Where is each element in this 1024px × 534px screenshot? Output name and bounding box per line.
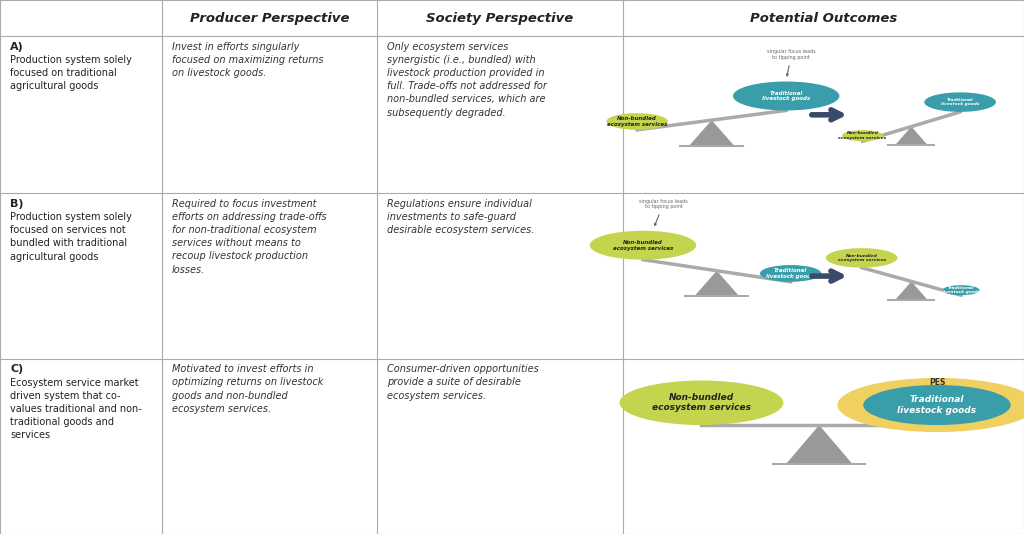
Text: Regulations ensure individual
investments to safe-guard
desirable ecosystem serv: Regulations ensure individual investment… [387, 199, 535, 235]
Text: Production system solely
focused on traditional
agricultural goods: Production system solely focused on trad… [10, 55, 132, 91]
Text: Non-bundled
ecosystem services: Non-bundled ecosystem services [839, 131, 887, 140]
Polygon shape [786, 425, 852, 464]
Text: Consumer-driven opportunities
provide a suite of desirable
ecosystem services.: Consumer-driven opportunities provide a … [387, 364, 539, 400]
Polygon shape [895, 127, 928, 145]
Text: B): B) [10, 199, 24, 209]
Ellipse shape [925, 92, 996, 112]
Text: C): C) [10, 364, 24, 374]
Polygon shape [689, 120, 734, 146]
Polygon shape [895, 281, 928, 300]
Text: Society Perspective: Society Perspective [426, 12, 573, 25]
Text: singular focus leads
to tipping point: singular focus leads to tipping point [767, 49, 816, 76]
Text: Non-bundled
ecosystem services: Non-bundled ecosystem services [607, 116, 668, 127]
Text: Invest in efforts singularly
focused on maximizing returns
on livestock goods.: Invest in efforts singularly focused on … [172, 42, 324, 78]
Text: PES: PES [929, 378, 945, 387]
Ellipse shape [733, 82, 840, 111]
Text: A): A) [10, 42, 24, 52]
Ellipse shape [943, 285, 980, 295]
Text: Non-bundled
ecosystem services: Non-bundled ecosystem services [612, 240, 673, 250]
Text: Traditional
livestock goods: Traditional livestock goods [897, 395, 977, 415]
Text: Traditional
livestock goods: Traditional livestock goods [762, 91, 810, 101]
Ellipse shape [838, 378, 1024, 432]
Ellipse shape [760, 265, 821, 282]
Polygon shape [694, 271, 739, 296]
Ellipse shape [863, 385, 1011, 425]
Text: Traditional
livestock goods: Traditional livestock goods [941, 98, 979, 106]
Text: Production system solely
focused on services not
bundled with traditional
agricu: Production system solely focused on serv… [10, 212, 132, 262]
Ellipse shape [620, 381, 783, 425]
Text: Required to focus investment
efforts on addressing trade-offs
for non-traditiona: Required to focus investment efforts on … [172, 199, 327, 274]
Text: Traditional
livestock goods: Traditional livestock goods [942, 286, 980, 294]
Text: Potential Outcomes: Potential Outcomes [750, 12, 897, 25]
Text: Only ecosystem services
synergistic (i.e., bundled) with
livestock production pr: Only ecosystem services synergistic (i.e… [387, 42, 547, 117]
Ellipse shape [606, 113, 668, 130]
Text: Motivated to invest efforts in
optimizing returns on livestock
goods and non-bun: Motivated to invest efforts in optimizin… [172, 364, 324, 414]
Text: Non-bundled
ecosystem services: Non-bundled ecosystem services [652, 393, 751, 412]
Text: Producer Perspective: Producer Perspective [189, 12, 349, 25]
Text: singular focus leads
to tipping point: singular focus leads to tipping point [639, 199, 688, 225]
Text: Ecosystem service market
driven system that co-
values traditional and non-
trad: Ecosystem service market driven system t… [10, 378, 142, 441]
Ellipse shape [825, 248, 897, 268]
Text: Traditional
livestock goods: Traditional livestock goods [767, 268, 815, 279]
Ellipse shape [842, 130, 883, 141]
Text: Non-bundled
ecosystem services: Non-bundled ecosystem services [838, 254, 886, 262]
Ellipse shape [590, 231, 696, 260]
